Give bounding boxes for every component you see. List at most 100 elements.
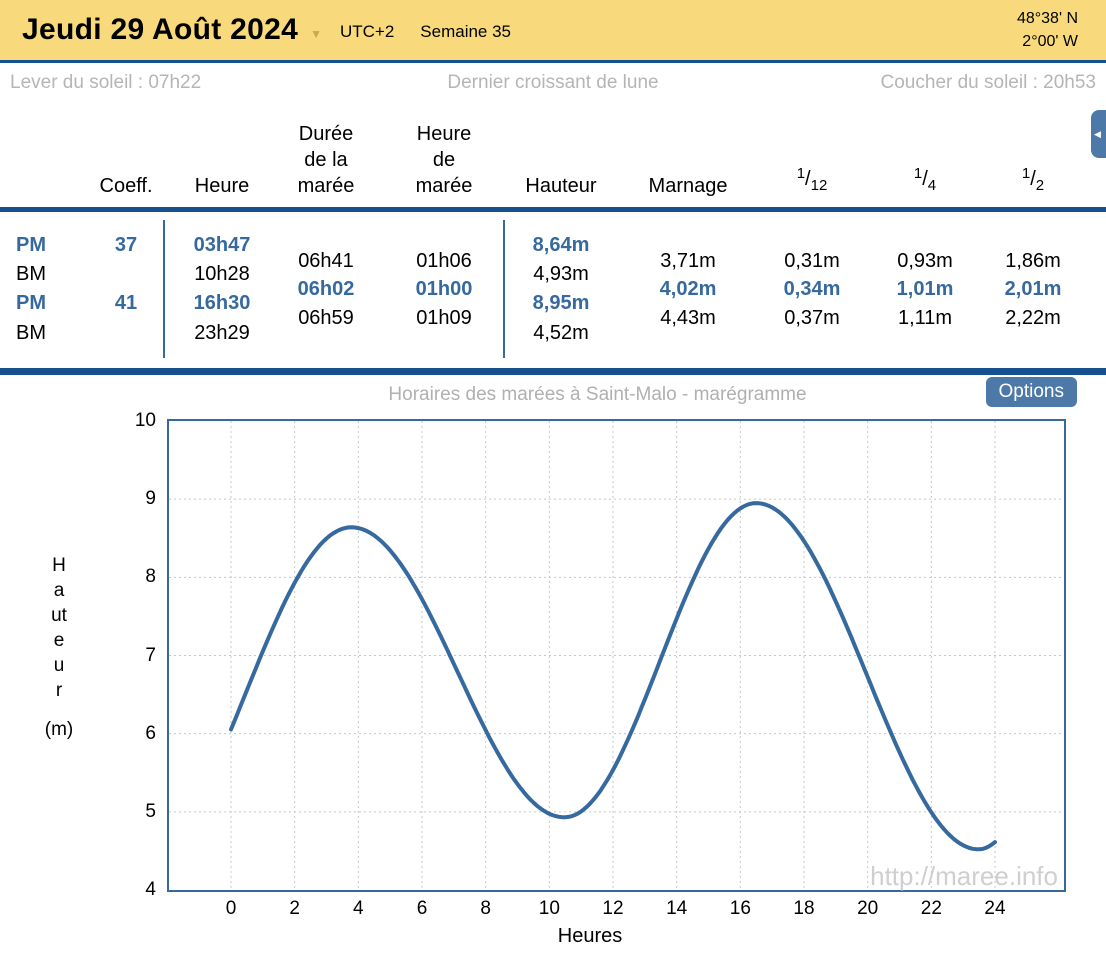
tide-hour-rule: 01h00: [415, 278, 473, 300]
xtick-label: 16: [729, 898, 751, 919]
xtick-label: 2: [289, 898, 300, 919]
tide-table-body: PM 37 03h47 8,64m 06h41 01h06 3,71m 0,31…: [0, 212, 1106, 368]
table-row-pm1: PM 37 03h47 8,64m: [0, 233, 1106, 257]
ytick-label: 5: [145, 800, 156, 822]
table-row-bm2: BM 23h29 4,52m: [0, 321, 1106, 345]
tide-coeff: 41: [114, 292, 138, 314]
coordinates: 48°38' N 2°00' W: [1017, 7, 1078, 53]
between-row-3: 06h59 01h09 4,43m 0,37m 1,11m 2,22m: [0, 306, 1106, 330]
col-header-heure: Heure: [194, 175, 250, 197]
tide-type: PM: [16, 234, 46, 256]
week-label: Semaine 35: [420, 22, 512, 41]
xtick-label: 10: [538, 898, 560, 919]
tide-time: 16h30: [193, 292, 251, 314]
tide-height: 4,93m: [533, 263, 589, 285]
chevron-down-icon[interactable]: ▼: [310, 27, 322, 41]
x-axis-label: Heures: [557, 925, 623, 947]
tide-range: 4,43m: [660, 307, 716, 329]
xtick-label: 14: [666, 898, 688, 919]
tide-height: 8,95m: [532, 292, 590, 314]
column-separator: [503, 220, 505, 358]
tide-hour-rule: 01h09: [416, 307, 472, 329]
xtick-label: 6: [416, 898, 428, 919]
y-axis-label-word: Hauteur: [51, 555, 67, 701]
options-button[interactable]: Options: [985, 377, 1077, 407]
table-row-bm1: BM 10h28 4,93m: [0, 262, 1106, 286]
between-row-2: 06h02 01h00 4,02m 0,34m 1,01m 2,01m: [0, 277, 1106, 301]
column-separator: [163, 220, 165, 358]
tide-height: 4,52m: [533, 322, 589, 344]
y-axis-label: Hauteur (m): [42, 553, 76, 741]
tide-range: 4,02m: [659, 278, 717, 300]
quarter-value: 1,11m: [897, 307, 953, 329]
xtick-label: 4: [353, 898, 364, 919]
xtick-label: 22: [920, 898, 942, 919]
tide-time: 23h29: [194, 322, 250, 344]
ytick-label: 6: [145, 722, 156, 744]
longitude-label: 2°00' W: [1022, 33, 1078, 50]
chart-title: Horaires des marées à Saint-Malo - marég…: [388, 384, 807, 405]
col-header-heure-maree: Heure de marée: [415, 123, 473, 197]
tide-range: 3,71m: [660, 250, 716, 272]
col-header-one-twelfth: 1/12: [796, 165, 828, 194]
tide-hour-rule: 01h06: [416, 250, 472, 272]
quarter-value: 0,93m: [897, 250, 953, 272]
tide-curve: [229, 501, 997, 852]
ytick-label: 9: [145, 488, 156, 510]
xtick-label: 8: [480, 898, 491, 919]
half-value: 2,22m: [1005, 307, 1061, 329]
sun-moon-row: Lever du soleil : 07h22 Dernier croissan…: [0, 63, 1106, 103]
table-row-pm2: PM 41 16h30 8,95m: [0, 291, 1106, 315]
xtick-label: 12: [602, 898, 624, 919]
sunset-label: Coucher du soleil : 20h53: [880, 72, 1096, 93]
next-day-nav-tab[interactable]: ◀: [1091, 110, 1106, 158]
ytick-label: 8: [145, 566, 156, 588]
xtick-label: 18: [793, 898, 815, 919]
between-row-1: 06h41 01h06 3,71m 0,31m 0,93m 1,86m: [0, 249, 1106, 273]
timezone-label: UTC+2: [339, 22, 395, 41]
col-header-coeff: Coeff.: [99, 175, 153, 197]
ytick-label: 4: [145, 879, 156, 900]
col-header-duree-maree: Durée de la marée: [297, 123, 355, 197]
tide-duration: 06h41: [298, 250, 354, 272]
twelfth-value: 0,37m: [784, 307, 840, 329]
col-header-hauteur: Hauteur: [525, 175, 597, 197]
ytick-label: 7: [145, 644, 156, 666]
half-value: 1,86m: [1005, 250, 1061, 272]
twelfth-value: 0,31m: [784, 250, 840, 272]
tide-type: BM: [16, 322, 46, 344]
quarter-value: 1,01m: [896, 278, 954, 300]
date-header-bar: Jeudi 29 Août 2024 ▼ UTC+2 Semaine 35 48…: [0, 0, 1106, 63]
tide-duration: 06h02: [297, 278, 355, 300]
watermark: http://maree.info: [870, 861, 1058, 891]
xtick-label: 24: [984, 898, 1006, 919]
ytick-label: 10: [134, 410, 156, 431]
tide-table-header: Coeff. Heure Durée de la marée Heure de …: [0, 103, 1106, 207]
tide-type: BM: [16, 263, 46, 285]
tide-height: 8,64m: [532, 234, 590, 256]
tide-time: 03h47: [193, 234, 251, 256]
tide-plot: [167, 419, 1066, 892]
chart-section: Horaires des marées à Saint-Malo - marég…: [0, 375, 1106, 964]
tide-time: 10h28: [194, 263, 250, 285]
tide-coeff: 37: [114, 234, 138, 256]
col-header-one-half: 1/2: [1021, 165, 1045, 194]
tide-curve-svg: [169, 421, 1064, 890]
col-header-marnage: Marnage: [648, 175, 728, 197]
latitude-label: 48°38' N: [1016, 10, 1078, 27]
y-axis-unit: (m): [44, 719, 74, 740]
tide-duration: 06h59: [298, 307, 354, 329]
date-title[interactable]: Jeudi 29 Août 2024: [22, 13, 299, 46]
moon-phase-label: Dernier croissant de lune: [447, 72, 659, 93]
half-value: 2,01m: [1004, 278, 1062, 300]
section-divider: [0, 368, 1106, 375]
xtick-label: 0: [225, 898, 237, 919]
tide-type: PM: [16, 292, 46, 314]
table-header-rule: [0, 207, 1106, 212]
col-header-one-quarter: 1/4: [913, 165, 937, 194]
twelfth-value: 0,34m: [783, 278, 841, 300]
xtick-label: 20: [857, 898, 879, 919]
sunrise-label: Lever du soleil : 07h22: [10, 72, 202, 93]
arrow-left-icon: ◀: [1094, 129, 1101, 139]
